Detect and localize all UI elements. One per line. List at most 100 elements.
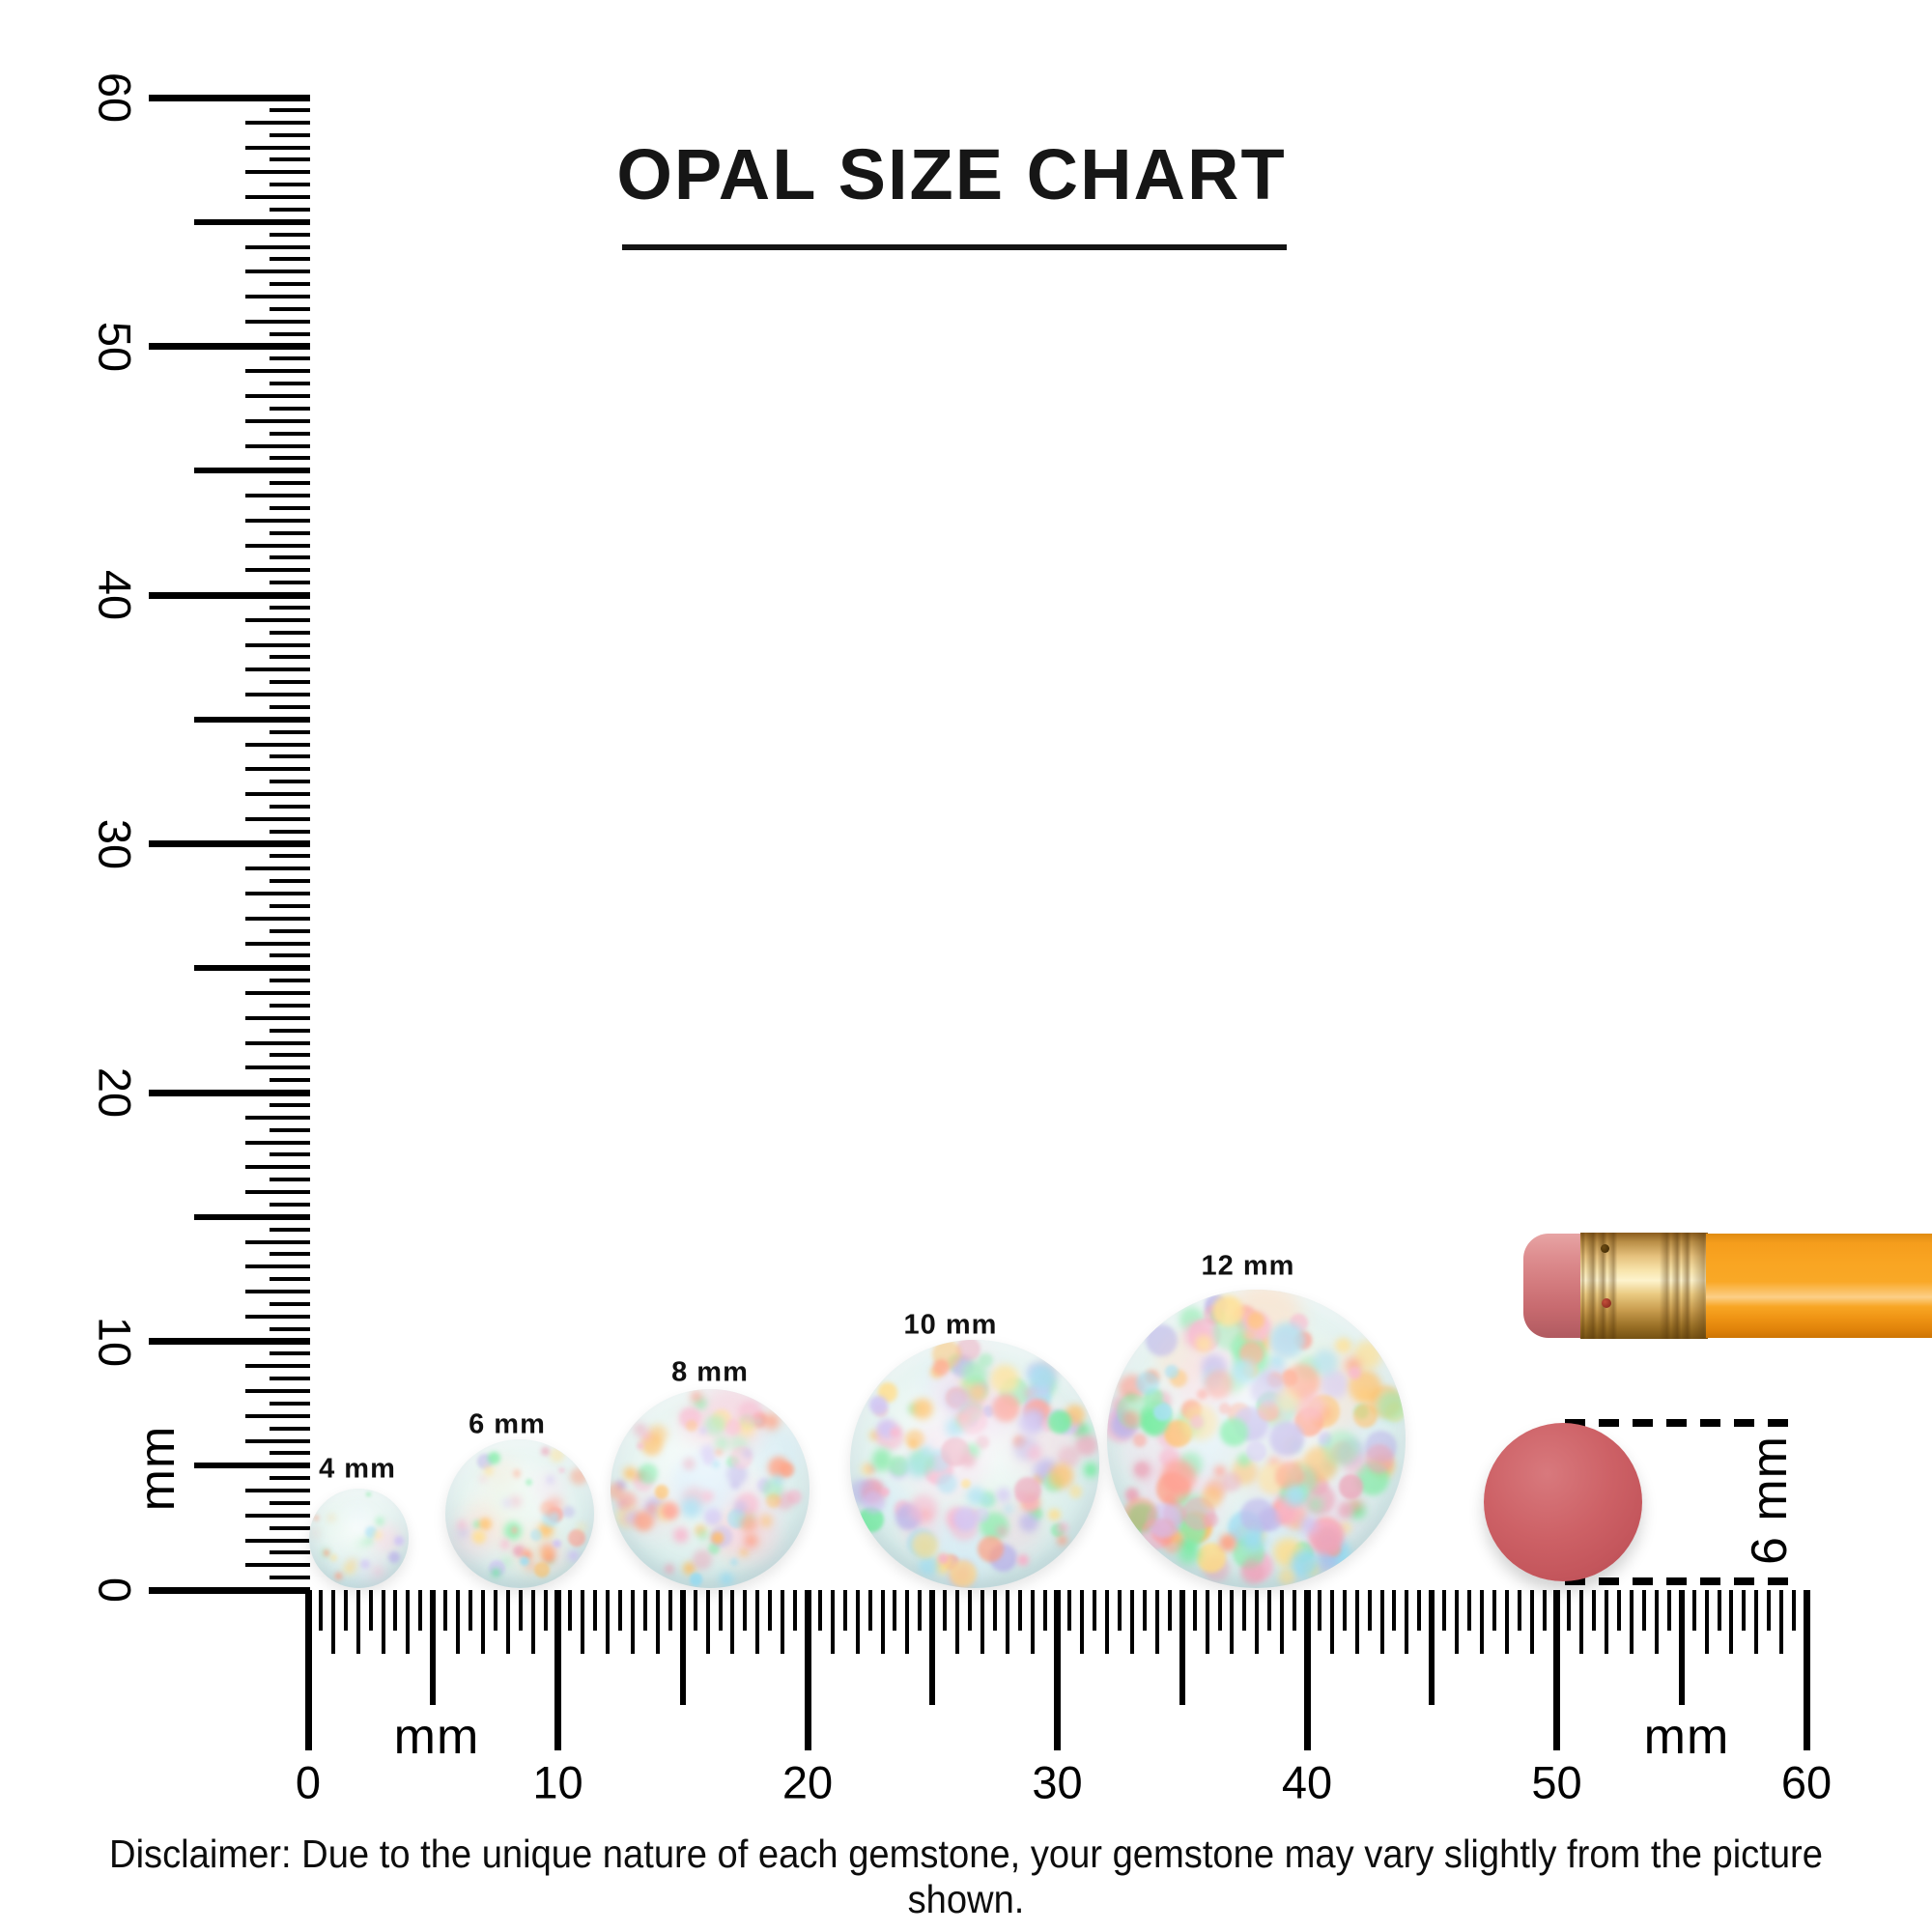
h-ruler-tick	[581, 1590, 585, 1654]
h-ruler-number: 30	[1032, 1756, 1083, 1808]
opal-gem	[444, 1438, 595, 1588]
h-ruler-tick	[1654, 1590, 1659, 1654]
dimension-line-bottom	[1565, 1577, 1789, 1585]
v-ruler-tick	[270, 505, 310, 510]
v-ruler-tick	[245, 369, 310, 374]
h-ruler-tick	[1392, 1590, 1397, 1631]
opal-size-label: 6 mm	[469, 1408, 546, 1439]
v-ruler-tick	[270, 306, 310, 311]
v-ruler-tick	[245, 668, 310, 672]
v-ruler-tick	[245, 693, 310, 696]
h-ruler-tick	[1205, 1590, 1209, 1654]
v-ruler-tick	[270, 107, 310, 112]
v-ruler-tick	[270, 1053, 310, 1058]
pencil-body-icon	[1706, 1234, 1932, 1338]
h-ruler-tick	[867, 1590, 872, 1631]
h-ruler-tick	[631, 1590, 636, 1654]
h-ruler-tick	[855, 1590, 860, 1654]
h-ruler-tick	[593, 1590, 598, 1631]
h-ruler-tick	[355, 1590, 360, 1654]
v-ruler-tick	[245, 941, 310, 946]
v-ruler-tick	[270, 132, 310, 137]
h-ruler-tick	[1379, 1590, 1384, 1654]
v-ruler-tick	[245, 244, 310, 249]
h-ruler-tick	[456, 1590, 461, 1654]
v-ruler-tick	[245, 1140, 310, 1145]
h-ruler-tick	[1105, 1590, 1110, 1654]
h-ruler-tick	[817, 1590, 822, 1631]
h-ruler-tick	[679, 1590, 686, 1705]
h-ruler-tick	[705, 1590, 710, 1654]
v-ruler-tick	[270, 356, 310, 361]
h-ruler-number: 20	[781, 1756, 834, 1808]
opal-veil	[611, 1389, 810, 1588]
v-ruler-tick	[149, 591, 310, 599]
h-ruler-tick	[1417, 1590, 1422, 1631]
h-ruler-tick	[1142, 1590, 1147, 1631]
v-ruler-tick	[270, 1525, 310, 1530]
pencil-crimp-dot-icon	[1602, 1298, 1611, 1308]
h-ruler-tick	[1303, 1590, 1311, 1750]
h-ruler-tick	[1192, 1590, 1197, 1631]
v-ruler-tick	[149, 94, 310, 101]
v-ruler-tick	[245, 145, 310, 150]
v-ruler-tick	[245, 991, 310, 995]
h-ruler-tick	[1130, 1590, 1135, 1654]
h-ruler-tick	[1678, 1590, 1685, 1705]
pencil-eraser-icon	[1523, 1234, 1585, 1338]
v-ruler-tick	[270, 953, 310, 958]
page-title: OPAL SIZE CHART	[616, 134, 1287, 214]
h-ruler-tick	[1118, 1590, 1122, 1631]
v-ruler-tick	[270, 207, 310, 212]
v-ruler-tick	[245, 1065, 310, 1070]
v-ruler-tick	[270, 232, 310, 237]
h-ruler-tick	[1329, 1590, 1334, 1654]
h-ruler-tick	[418, 1590, 423, 1631]
h-ruler-tick	[1179, 1590, 1185, 1705]
v-ruler-tick	[270, 704, 310, 709]
v-ruler-tick	[245, 1513, 310, 1518]
v-ruler-tick	[270, 1476, 310, 1481]
h-ruler-tick	[1641, 1590, 1646, 1631]
h-ruler-tick	[1342, 1590, 1347, 1631]
h-ruler-tick	[1242, 1590, 1247, 1631]
v-ruler-tick	[149, 1089, 310, 1096]
h-ruler-tick	[1803, 1590, 1810, 1750]
v-ruler-tick	[245, 1563, 310, 1568]
v-ruler-tick	[245, 195, 310, 199]
v-ruler-tick	[270, 1178, 310, 1182]
h-ruler-tick	[493, 1590, 497, 1631]
h-ruler-tick	[905, 1590, 910, 1654]
h-ruler-tick	[1492, 1590, 1496, 1631]
v-ruler-tick	[245, 1264, 310, 1269]
h-ruler-tick	[1367, 1590, 1372, 1631]
h-ruler-tick	[1504, 1590, 1509, 1654]
h-ruler-tick	[968, 1590, 973, 1631]
v-ruler-tick	[194, 468, 310, 474]
h-ruler-tick	[781, 1590, 785, 1654]
v-ruler-tick	[270, 1277, 310, 1282]
h-ruler-tick	[1042, 1590, 1047, 1631]
pencil-ferrule-grooves	[1580, 1233, 1708, 1339]
h-ruler-tick	[443, 1590, 448, 1631]
v-ruler-tick	[270, 1550, 310, 1555]
v-ruler-tick	[270, 1426, 310, 1431]
v-ruler-tick	[245, 568, 310, 573]
v-ruler-tick	[270, 829, 310, 834]
h-ruler-tick	[1617, 1590, 1622, 1631]
h-ruler-tick	[1517, 1590, 1521, 1631]
v-ruler-tick	[194, 716, 310, 723]
v-ruler-tick	[245, 120, 310, 125]
v-ruler-number: 60	[89, 71, 141, 124]
h-ruler-tick	[505, 1590, 510, 1654]
pencil	[1523, 1233, 1932, 1339]
h-ruler-tick	[1154, 1590, 1159, 1654]
v-ruler-tick	[270, 1451, 310, 1456]
v-ruler-tick	[270, 1326, 310, 1331]
v-ruler-tick	[245, 270, 310, 274]
h-ruler-tick	[1717, 1590, 1721, 1631]
v-ruler-tick	[270, 530, 310, 535]
v-ruler-tick	[245, 767, 310, 772]
h-ruler-tick	[1605, 1590, 1609, 1654]
h-ruler-tick	[368, 1590, 373, 1631]
